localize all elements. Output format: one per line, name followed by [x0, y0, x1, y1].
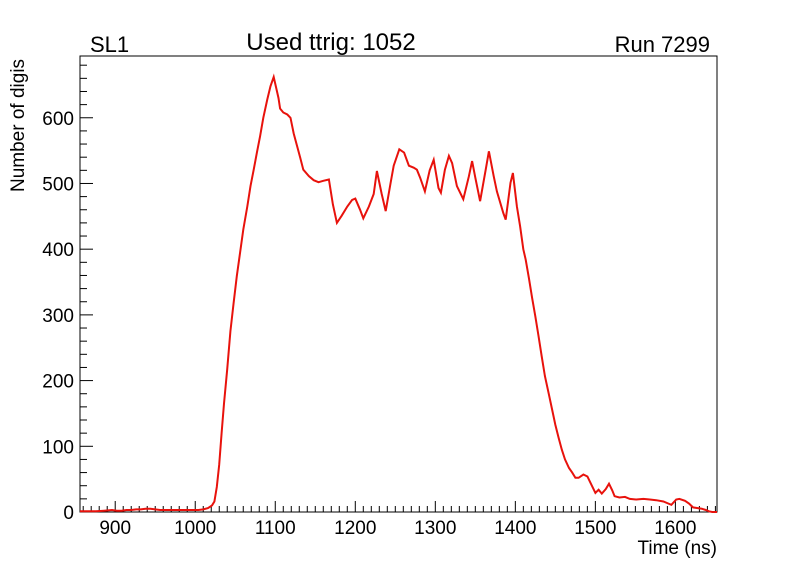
x-axis-title: Time (ns) [637, 538, 717, 559]
svg-text:1200: 1200 [334, 518, 376, 539]
plot-frame [79, 55, 718, 513]
svg-text:300: 300 [42, 306, 74, 327]
pad-label-superlayer: SL1 [90, 32, 130, 57]
svg-text:1500: 1500 [574, 518, 616, 539]
y-tick-labels: 0 100 200 300 400 500 600 [42, 109, 74, 524]
pad-label-run: Run 7299 [614, 32, 710, 57]
svg-text:0: 0 [63, 503, 74, 524]
svg-text:200: 200 [42, 372, 74, 393]
y-axis-title: Number of digis [8, 59, 29, 192]
svg-text:1400: 1400 [494, 518, 536, 539]
svg-text:900: 900 [99, 518, 131, 539]
svg-text:1100: 1100 [255, 518, 296, 539]
svg-text:500: 500 [42, 174, 74, 195]
svg-text:600: 600 [42, 109, 74, 130]
svg-text:1600: 1600 [654, 518, 696, 539]
pad-title: Used ttrig: 1052 [246, 29, 416, 56]
timebox-curve [80, 73, 717, 513]
svg-text:1000: 1000 [174, 518, 216, 539]
x-tick-labels: 900 1000 1100 1200 1300 1400 1500 1600 [99, 518, 696, 539]
svg-text:400: 400 [42, 240, 74, 261]
svg-text:100: 100 [42, 437, 74, 458]
svg-text:1300: 1300 [414, 518, 456, 539]
axis-ticks [80, 64, 716, 513]
